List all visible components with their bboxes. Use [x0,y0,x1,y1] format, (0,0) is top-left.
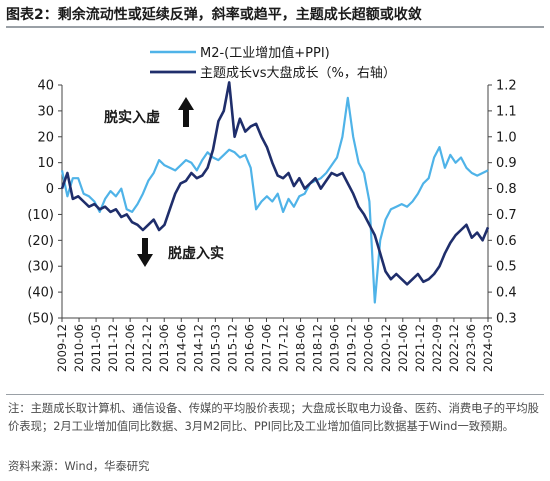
arrow-up-icon [178,97,194,127]
x-tick-label: 2017-12 [277,324,291,372]
chart: 40 30 20 10 0 (10) (20) (30) (40) (50) 1.2 1.1 1.0 0.… [27,45,516,373]
x-tick-label: 2017-06 [259,324,273,372]
y-left-tick-label: 40 [37,79,54,94]
x-tick-label: 2014-06 [174,324,188,372]
x-tick-label: 2015-03 [208,324,222,372]
x-tick-label: 2014-12 [191,324,205,372]
series-layer [60,81,490,304]
x-tick-label: 2022-12 [447,324,461,372]
axes-layer: 40 30 20 10 0 (10) (20) (30) (40) (50) 1.2 1.1 1.0 0.… [27,79,516,373]
x-tick-label: 2018-06 [294,324,308,372]
x-tick-label: 2019-12 [345,324,359,372]
series-line-theme-growth [60,81,490,286]
y-right-tick-label: 1.0 [496,130,517,145]
y-left-tick-label: 0 [46,182,54,197]
chart-note: 注：主题成长取计算机、通信设备、传媒的平均股价表现；大盘成长取电力设备、医药、消… [8,402,539,433]
x-tick-label: 2023-06 [464,324,478,372]
x-tick-label: 2020-12 [379,324,393,372]
y-left-tick-label: (50) [27,312,54,327]
x-tick-label: 2011-12 [106,324,120,372]
footer-divider [6,394,544,395]
x-tick-label: 2018-12 [311,324,325,372]
x-tick-label: 2012-12 [140,324,154,372]
legend-label-theme-growth: 主题成长vs大盘成长（%，右轴） [200,65,396,81]
x-tick-label: 2016-06 [242,324,256,372]
y-right-tick-label: 0.4 [496,286,517,301]
legend: M2-(工业增加值+PPI) 主题成长vs大盘成长（%，右轴） [150,45,396,81]
x-tick-label: 2013-06 [157,324,171,372]
y-left-tick-label: (20) [27,234,54,249]
title-divider [6,26,544,28]
y-left-tick-label: 10 [37,156,54,171]
series-line-m2 [60,96,489,304]
x-tick-label: 2015-12 [225,324,239,372]
x-tick-label: 2020-06 [362,324,376,372]
chart-source: 资料来源：Wind，华泰研究 [8,460,150,473]
x-tick-label: 2009-12 [55,324,69,372]
y-right-tick-label: 0.6 [496,234,517,249]
y-right-tick-label: 0.8 [496,182,517,197]
chart-title: 图表2：剩余流动性或延续反弹，斜率或趋平，主题成长超额或收敛 [6,7,422,23]
y-left-tick-label: (40) [27,286,54,301]
arrow-down-icon [137,238,153,267]
y-right-tick-label: 0.7 [496,208,517,223]
y-right-tick-label: 0.3 [496,312,517,327]
annotation-label-up: 脱实入虚 [104,109,160,126]
y-left-tick-label: (10) [27,208,54,223]
legend-label-m2: M2-(工业增加值+PPI) [200,45,330,61]
x-tick-label: 2019-06 [328,324,342,372]
annotation-label-down: 脱虚入实 [168,245,224,262]
x-tick-label: 2010-06 [72,324,86,372]
y-left-tick-label: 30 [37,104,54,119]
y-right-tick-label: 1.2 [496,79,517,94]
y-right-tick-label: 0.9 [496,156,517,171]
x-tick-label: 2011-05 [89,324,103,372]
y-left-tick-label: 20 [37,130,54,145]
x-tick-label: 2021-06 [396,324,410,372]
x-tick-label: 2021-12 [413,324,427,372]
x-tick-label: 2022-09 [430,324,444,372]
y-left-tick-label: (30) [27,260,54,275]
x-tick-label: 2024-03 [481,324,495,372]
y-right-tick-label: 1.1 [496,104,517,119]
x-tick-label: 2012-06 [123,324,137,372]
y-right-tick-label: 0.5 [496,260,517,275]
